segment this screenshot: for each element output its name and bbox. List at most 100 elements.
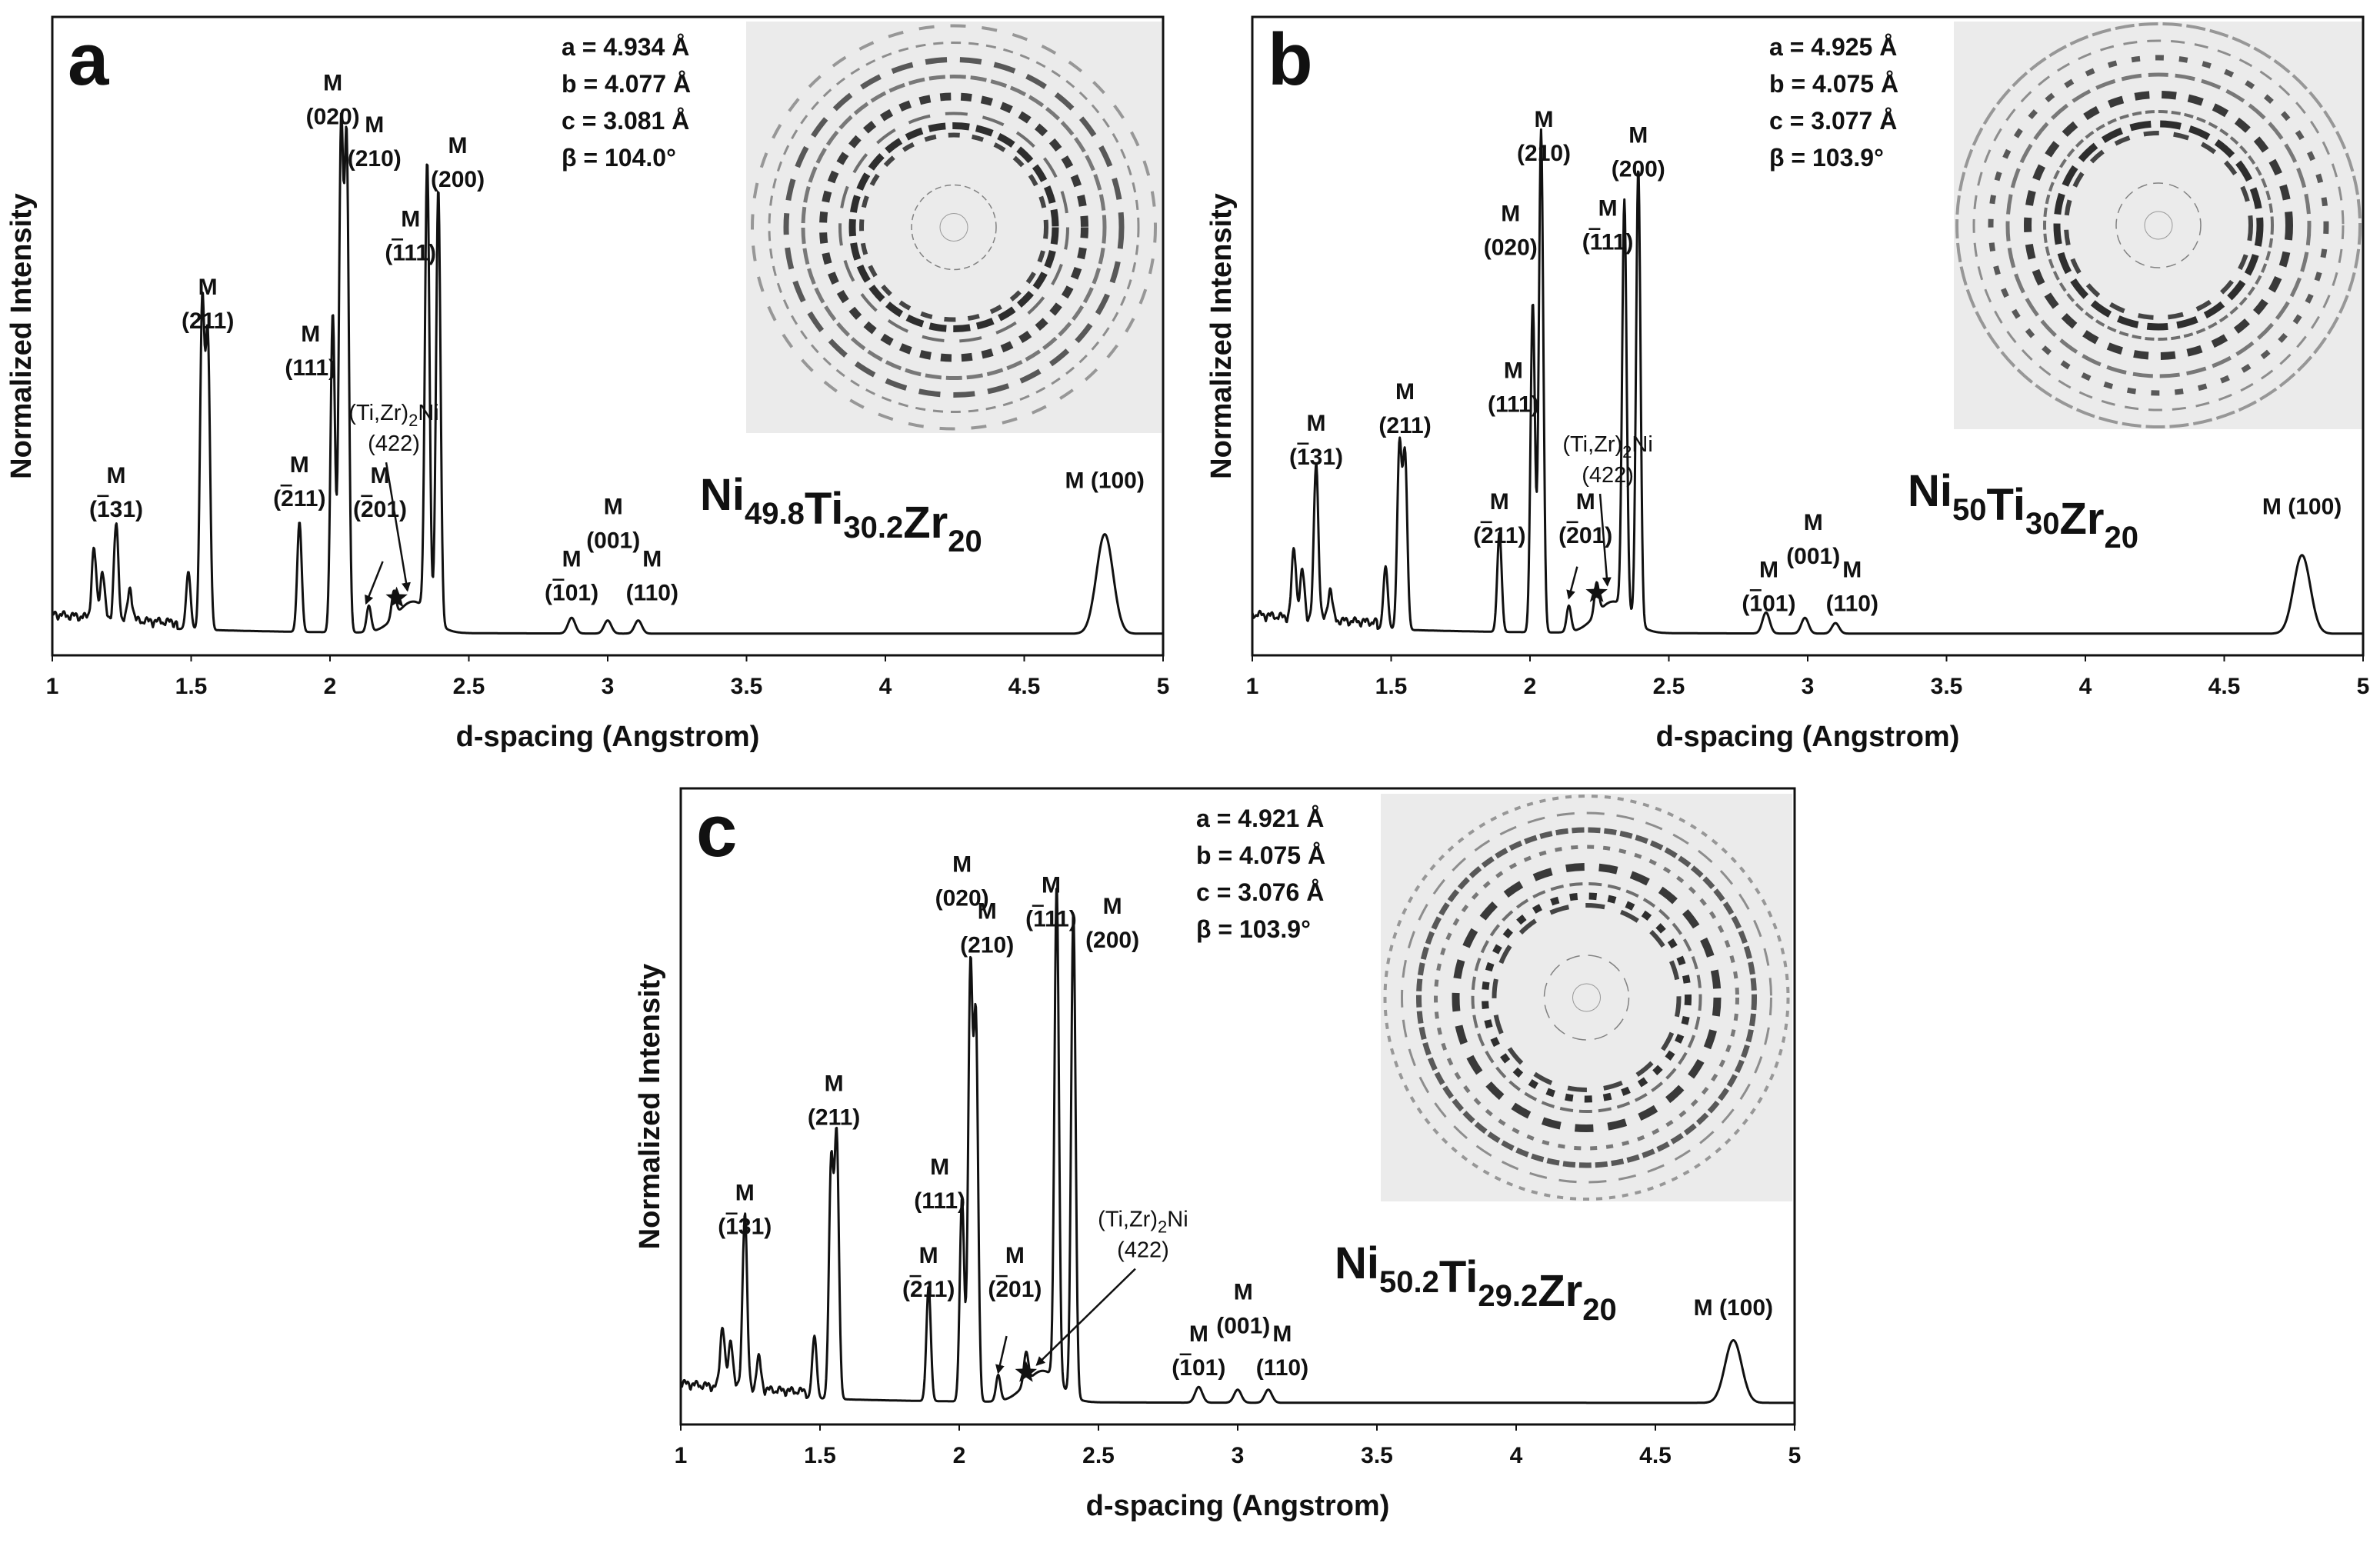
element-subscript: 20	[2105, 521, 2139, 555]
x-tick-label: 4.5	[2208, 674, 2241, 699]
impurity-arrow	[385, 461, 411, 592]
diffraction-curve	[51, 112, 1164, 635]
x-tick-label: 4	[879, 674, 892, 699]
peak-label: M (210)	[960, 899, 1014, 958]
diffraction-ring	[2053, 120, 2264, 331]
peak-hkl-label: (210)	[1517, 141, 1571, 166]
diffraction-curve	[680, 888, 1795, 1404]
peak-phase-label: M	[365, 112, 384, 138]
peak-phase-label: M	[198, 275, 218, 300]
peak-label: M (211)	[808, 1071, 860, 1130]
lattice-parameter: b = 4.075 Å	[1196, 841, 1325, 869]
element-subscript: 49.8	[745, 497, 805, 531]
peak-hkl-label: (211)	[808, 1105, 860, 1130]
peak-hkl-label: (111)	[1582, 230, 1634, 255]
peak-hkl-label: (210)	[348, 146, 402, 172]
peak-label: M (210)	[348, 112, 402, 172]
peak-phase-label: M	[825, 1071, 844, 1096]
peak-phase-label: M	[290, 452, 309, 478]
x-tick-label: 1.5	[804, 1443, 836, 1468]
peak-label: M (110)	[626, 547, 678, 606]
x-tick-label: 1.5	[175, 674, 208, 699]
peak-hkl-label: (211)	[902, 1277, 955, 1302]
diffraction-ring	[819, 92, 1088, 362]
diffraction-ring	[2043, 110, 2274, 341]
diffraction-ring	[911, 184, 997, 271]
peak-arrow	[365, 561, 384, 605]
diffraction-ring	[838, 112, 1069, 343]
x-tick-label: 3.5	[1361, 1443, 1393, 1468]
star-marker	[1585, 581, 1608, 602]
peak-label: M (200)	[1612, 122, 1665, 182]
diffraction-ring	[1452, 863, 1722, 1132]
element-subscript: 29.2	[1478, 1279, 1538, 1313]
peak-hkl-label: (131)	[718, 1214, 772, 1240]
peak-hkl-label: (211)	[182, 308, 234, 334]
x-tick-label: 3	[602, 674, 615, 699]
peak-label: M (131)	[1289, 411, 1343, 470]
impurity-hkl: (422)	[1117, 1238, 1169, 1263]
diffraction-ring	[1434, 845, 1739, 1151]
peak-hkl-label: (111)	[285, 355, 336, 381]
impurity-arrow	[1035, 1268, 1136, 1366]
peak-label: M (001)	[586, 495, 640, 554]
peak-phase-label: M	[562, 547, 582, 572]
peak-phase-label: M	[1103, 894, 1122, 919]
element-symbol: Ni	[700, 470, 745, 520]
diffraction-ring	[859, 132, 1048, 322]
element-subscript: 20	[1582, 1293, 1617, 1327]
peak-hkl-label: (101)	[1742, 591, 1795, 616]
peak-hkl-label: (110)	[1826, 591, 1878, 616]
impurity-label: (Ti,Zr)2Ni	[348, 401, 438, 430]
peak-phase-label: M	[1490, 489, 1509, 515]
x-tick-label: 1	[46, 674, 59, 699]
peak-hkl-label: (020)	[1484, 235, 1538, 261]
peak-label: M(201)	[353, 463, 407, 522]
peak-hkl-label: (211)	[1473, 523, 1525, 548]
element-subscript: 30.2	[843, 511, 903, 545]
peak-label: M (101)	[545, 547, 598, 606]
diffraction-ring	[1482, 892, 1692, 1103]
peak-hkl-label: (200)	[1612, 156, 1665, 182]
peak-label: M (101)	[1172, 1321, 1225, 1381]
peak-hkl-label: (131)	[1289, 445, 1343, 470]
peak-arrow	[995, 1335, 1008, 1374]
peak-hkl-label: (111)	[1025, 907, 1077, 932]
peak-phase-label: M	[1005, 1243, 1025, 1268]
peak-hkl-label: (001)	[586, 528, 640, 554]
element-subscript: 30	[2025, 507, 2060, 541]
peak-hkl-label: (110)	[1256, 1355, 1308, 1381]
element-symbol: Ni	[1908, 466, 1952, 516]
x-axis-label: d-spacing (Angstrom)	[1656, 721, 1960, 753]
peak-hkl-label: (111)	[914, 1188, 965, 1214]
element-subscript: 20	[948, 525, 982, 558]
x-tick-label: 4.5	[1008, 674, 1041, 699]
peak-label: M (211)	[1473, 489, 1525, 548]
peak-label: M (020)	[306, 70, 360, 129]
lattice-parameter: b = 4.075 Å	[1769, 70, 1898, 98]
element-subscript: 50	[1952, 493, 1987, 527]
diffraction-ring	[1972, 39, 2345, 411]
beam-center	[939, 213, 968, 242]
impurity-subscript: 2	[1622, 442, 1632, 461]
peak-label: M (111)	[385, 206, 436, 265]
panel-b: 1 1.5 2 2.5 3 3.5 4 4.5 5 d-spacing (Angstrom) Nor…	[1205, 15, 2369, 753]
diffraction-ring	[848, 122, 1059, 332]
peak-label: M (211)	[1378, 379, 1431, 438]
lattice-parameter: c = 3.076 Å	[1196, 878, 1324, 906]
impurity-subscript: 2	[1158, 1218, 1167, 1237]
beam-center	[1572, 983, 1601, 1012]
x-tick-label: 1	[1246, 674, 1259, 699]
peak-phase-label: M	[301, 322, 320, 347]
peak-phase-label: M	[1307, 411, 1326, 436]
lattice-parameter: a = 4.934 Å	[562, 33, 689, 61]
diffraction-ring	[783, 57, 1125, 398]
peak-phase-label: M	[1628, 122, 1648, 148]
lattice-parameter: a = 4.925 Å	[1769, 33, 1897, 61]
diffraction-ring	[2005, 72, 2312, 378]
x-tick-label: 1	[675, 1443, 688, 1468]
peak-hkl-label: (210)	[960, 933, 1014, 958]
peak-hkl-label: (001)	[1786, 544, 1840, 569]
peak-phase-label: M	[448, 133, 468, 158]
diffraction-ring	[751, 24, 1157, 431]
